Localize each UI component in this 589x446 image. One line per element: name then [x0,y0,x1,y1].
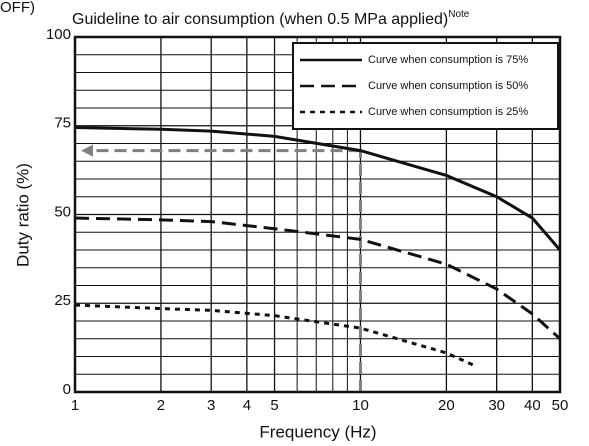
legend-label: Curve when consumption is 25% [368,106,528,118]
y-tick-label: 100 [46,26,71,43]
reference-arrowhead [81,144,93,157]
legend-label: Curve when consumption is 50% [368,80,528,92]
series-line [74,126,562,251]
x-tick-label: 3 [207,397,215,414]
y-tick-label: 50 [54,203,71,220]
x-tick-label: 1 [71,397,79,414]
y-axis-label: Duty ratio (%) [13,163,32,267]
x-tick-label: 50 [552,397,569,414]
x-tick-label: 30 [488,397,505,414]
y-tick-label: 75 [54,115,71,132]
legend: Curve when consumption is 75% Curve when … [292,42,559,130]
x-tick-label: 4 [243,397,251,414]
x-tick-label: 10 [352,397,369,414]
x-tick-label: 5 [270,397,278,414]
legend-box [292,42,559,130]
x-tick-label: 20 [438,397,455,414]
y-tick-label: 0 [63,381,71,398]
chart-title: Guideline to air consumption (when 0.5 M… [72,9,470,29]
series-line [74,216,562,340]
title-text: Guideline to air consumption (when 0.5 M… [72,11,448,28]
x-axis-label: Frequency (Hz) [259,422,376,441]
corner-text: OFF) [0,0,35,16]
x-tick-label: 40 [524,397,541,414]
title-note: Note [448,9,470,20]
legend-label: Curve when consumption is 75% [368,54,528,66]
plot-frame [73,35,562,394]
y-tick-label: 25 [54,292,71,309]
x-tick-label: 2 [157,397,165,414]
